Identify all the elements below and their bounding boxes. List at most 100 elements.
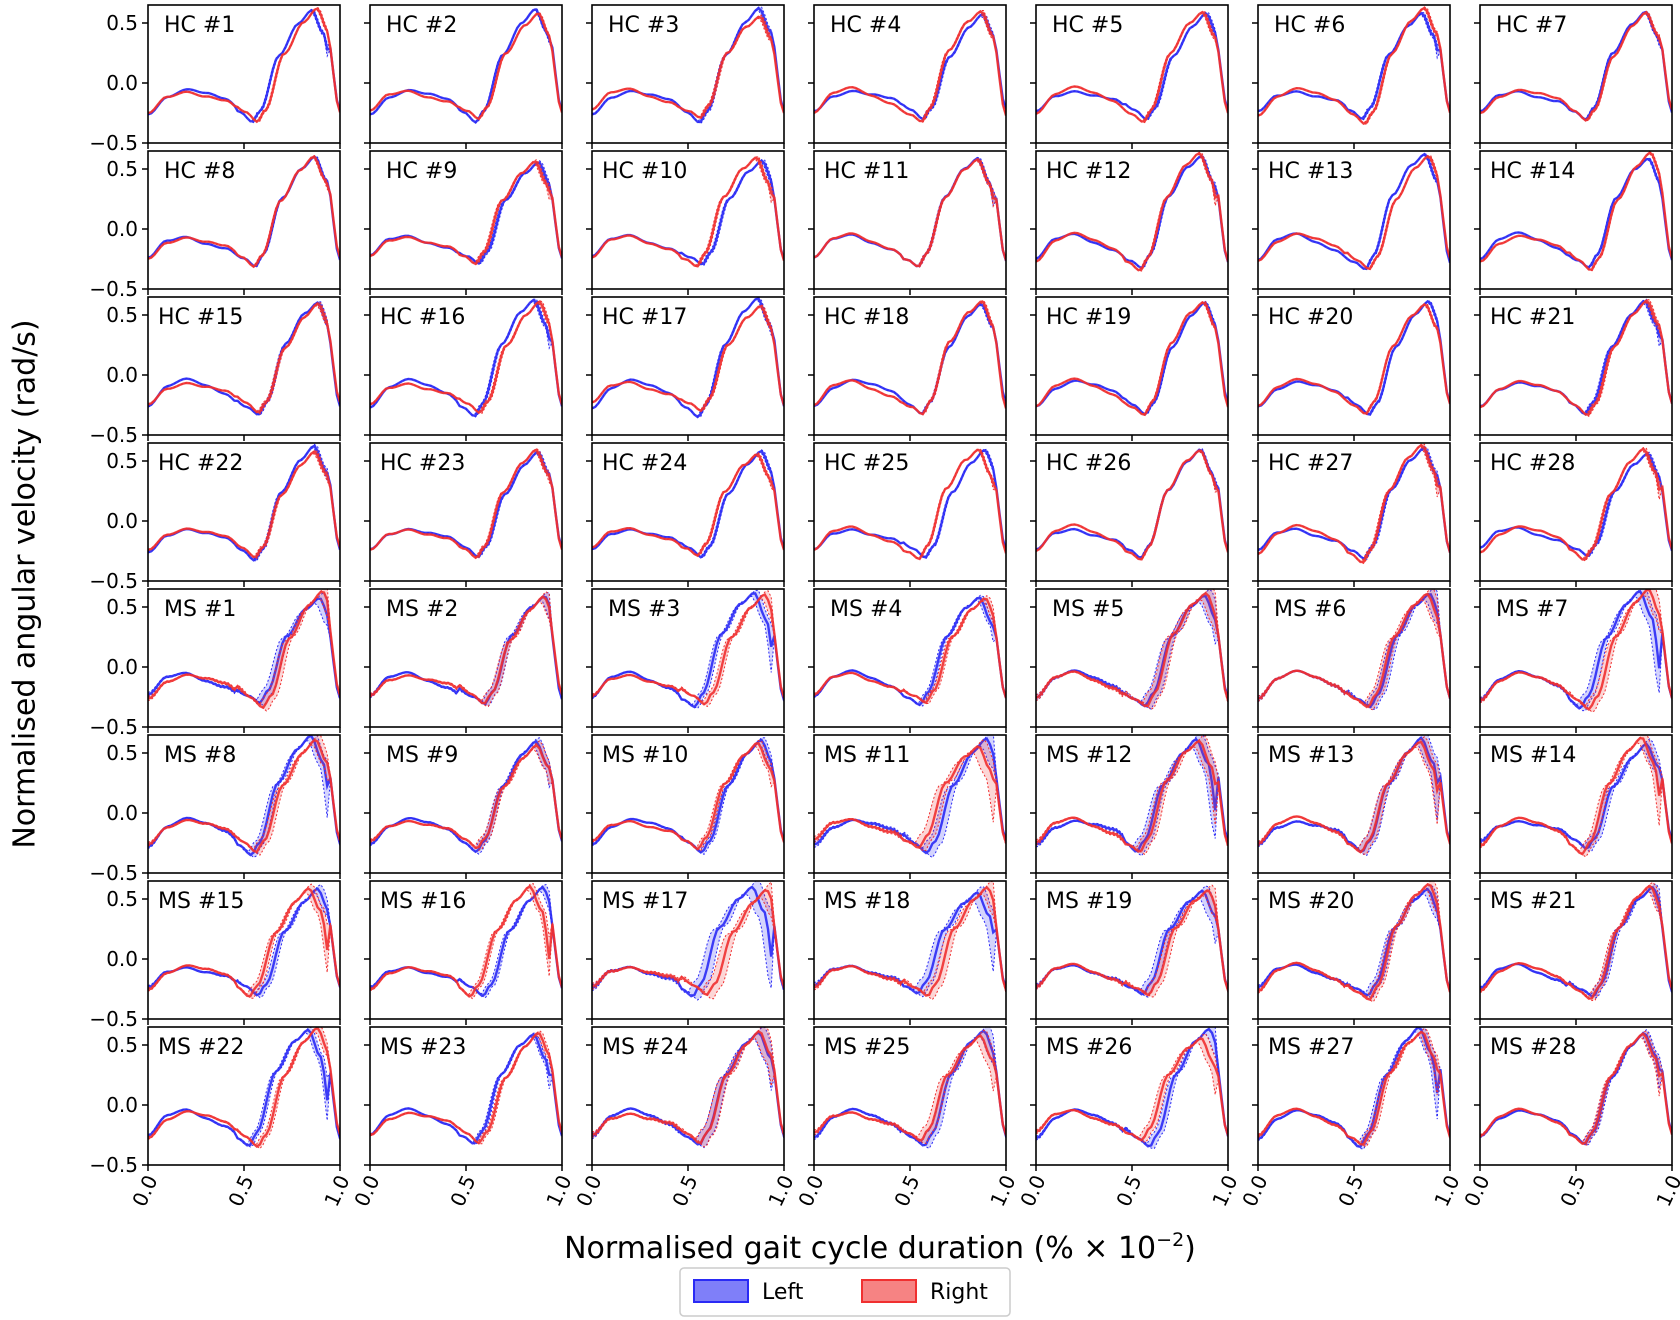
y-tick-label: −0.5 — [89, 715, 138, 739]
right-mean-line — [1036, 1037, 1228, 1142]
right-mean-line — [592, 453, 784, 558]
panel-label: MS #28 — [1490, 1035, 1576, 1060]
x-tick-label: 0.0 — [349, 1171, 384, 1210]
panel: HC #18 — [808, 296, 1007, 441]
panel: MS #24 0.0 0.5 1.0 — [571, 1026, 799, 1210]
panel: HC #23 — [364, 442, 563, 587]
left-mean-line — [370, 595, 562, 706]
panel: HC #24 — [586, 442, 785, 587]
right-mean-line — [814, 745, 1006, 850]
panel: MS #17 — [586, 880, 785, 1025]
panel: HC #5 — [1030, 4, 1229, 149]
panel-label: HC #4 — [830, 13, 901, 38]
right-band — [1480, 882, 1672, 1001]
legend-swatch-right — [861, 1279, 917, 1303]
right-mean-line — [1036, 739, 1228, 853]
right-band — [1036, 1033, 1228, 1143]
legend: Left Right — [679, 1267, 1011, 1317]
y-tick-label: 0.5 — [106, 741, 138, 765]
left-mean-line — [592, 6, 784, 124]
panel: MS #220.50.0−0.50.0 0.5 1.0 — [89, 1026, 355, 1210]
right-mean-line — [370, 1032, 562, 1145]
panel-label: HC #23 — [380, 451, 465, 476]
y-tick-label: 0.0 — [106, 71, 138, 95]
panel-label: MS #6 — [1274, 597, 1346, 622]
left-mean-line — [148, 8, 340, 123]
y-tick-label: 0.5 — [106, 303, 138, 327]
right-mean-line — [814, 300, 1006, 416]
y-tick-label: −0.5 — [89, 423, 138, 447]
panel-label: MS #11 — [824, 743, 910, 768]
right-mean-line — [592, 593, 784, 706]
right-band — [1480, 589, 1672, 713]
y-tick-label: 0.0 — [106, 363, 138, 387]
left-mean-line — [148, 1028, 340, 1147]
left-mean-line — [814, 737, 1006, 855]
left-mean-line — [370, 1033, 562, 1145]
panel-label: HC #18 — [824, 305, 909, 330]
panel: MS #19 — [1030, 880, 1229, 1025]
panel: HC #22 0.5 0.0 −0.5 — [89, 442, 341, 593]
y-tick-label: 0.0 — [106, 655, 138, 679]
right-band — [148, 1027, 340, 1149]
x-axis-title-exponent: −2 — [1156, 1229, 1184, 1251]
panel: MS #28 0.0 0.5 1.0 — [1459, 1026, 1680, 1210]
x-tick-label: 0.5 — [1111, 1171, 1146, 1210]
panel-label: HC #20 — [1268, 305, 1353, 330]
right-mean-line — [592, 888, 784, 997]
x-tick-label: 0.0 — [1459, 1171, 1494, 1210]
panel-label: HC #25 — [824, 451, 909, 476]
x-tick-label: 1.0 — [1651, 1171, 1680, 1210]
right-mean-line — [1258, 154, 1450, 271]
y-tick-label: −0.5 — [89, 131, 138, 155]
x-axis-title: Normalised gait cycle duration (% × 10−2… — [564, 1229, 1196, 1266]
right-mean-line — [148, 590, 340, 710]
right-mean-line — [592, 156, 784, 268]
panel: MS #14 — [1474, 734, 1673, 879]
right-mean-line — [1480, 151, 1672, 271]
panel: HC #15 0.5 0.0 −0.5 — [89, 296, 341, 447]
right-bound-line — [592, 881, 784, 1000]
panel: MS #15 0.5 0.0 −0.5 — [89, 880, 341, 1031]
right-mean-line — [1480, 10, 1672, 122]
panel: MS #3 — [586, 588, 785, 733]
x-tick-label: 0.0 — [127, 1171, 162, 1210]
panel-label: HC #3 — [608, 13, 679, 38]
y-axis-title: Normalised angular velocity (rad/s) — [8, 319, 43, 848]
panel-label: MS #22 — [158, 1035, 244, 1060]
right-mean-line — [1036, 449, 1228, 561]
panel: MS #27 0.0 0.5 1.0 — [1237, 1026, 1465, 1210]
right-mean-line — [1036, 889, 1228, 997]
panel: HC #8 0.5 0.0 −0.5 — [89, 150, 341, 301]
x-tick-label: 0.5 — [1333, 1171, 1368, 1210]
panel: MS #10 — [586, 734, 785, 879]
right-mean-line — [370, 743, 562, 850]
panel-label: HC #17 — [602, 305, 687, 330]
y-tick-label: 0.0 — [106, 217, 138, 241]
left-bound-line — [1036, 746, 1228, 849]
right-mean-line — [370, 160, 562, 266]
panel-label: HC #1 — [164, 13, 235, 38]
y-tick-label: −0.5 — [89, 569, 138, 593]
panel: HC #9 — [364, 150, 563, 295]
right-mean-line — [1480, 1032, 1672, 1146]
panel: MS #6 — [1252, 588, 1451, 733]
left-mean-line — [592, 592, 784, 709]
left-mean-line — [814, 448, 1006, 559]
panel-label: MS #9 — [386, 743, 458, 768]
panel: MS #12 — [1030, 734, 1229, 879]
panel: MS #18 — [808, 880, 1007, 1025]
y-tick-label: −0.5 — [89, 277, 138, 301]
panel-label: HC #22 — [158, 451, 243, 476]
panels-grid: HC #10.50.0−0.5HC #2 HC #3 HC #4 HC #5 HC #6… — [89, 4, 1680, 1210]
right-band — [1036, 589, 1228, 710]
left-mean-line — [1036, 737, 1228, 853]
panel-label: MS #2 — [386, 597, 458, 622]
x-tick-label: 1.0 — [1207, 1171, 1242, 1210]
x-axis-title-main: Normalised gait cycle duration (% — [564, 1231, 1074, 1266]
right-mean-line — [370, 884, 562, 998]
left-mean-line — [1036, 301, 1228, 416]
x-tick-label: 0.5 — [1555, 1171, 1590, 1210]
legend-label-right: Right — [930, 1280, 988, 1305]
